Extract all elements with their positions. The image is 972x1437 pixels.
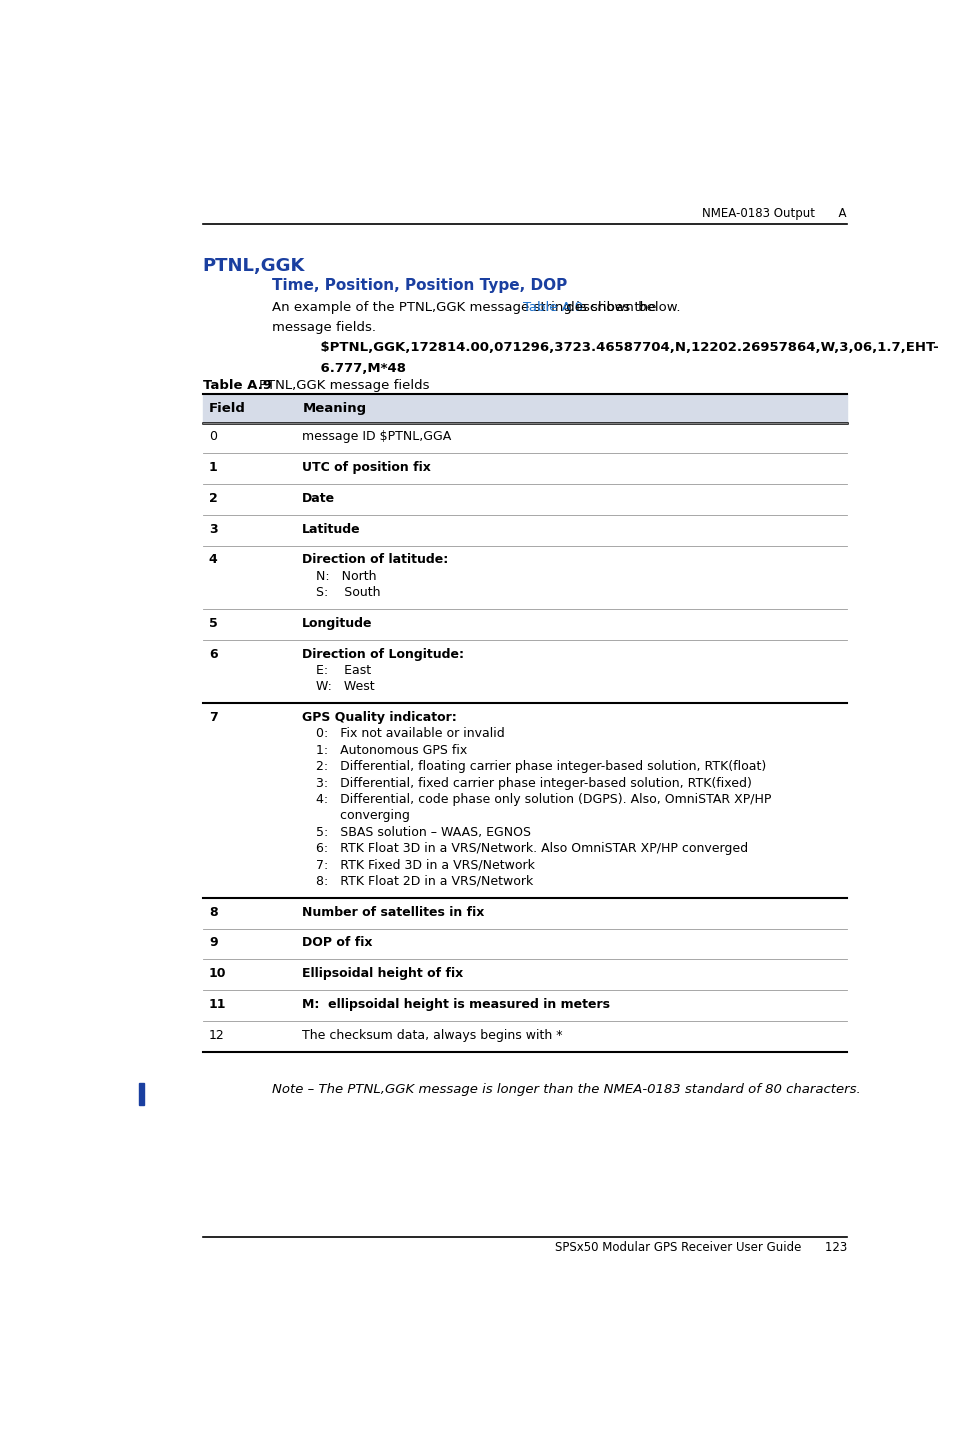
Text: converging: converging bbox=[316, 809, 410, 822]
Text: W:   West: W: West bbox=[316, 680, 374, 693]
Text: DOP of fix: DOP of fix bbox=[302, 937, 373, 950]
Text: Table A.9: Table A.9 bbox=[203, 379, 272, 392]
Text: Latitude: Latitude bbox=[302, 523, 361, 536]
Text: GPS Quality indicator:: GPS Quality indicator: bbox=[302, 711, 457, 724]
Text: 9: 9 bbox=[209, 937, 218, 950]
Text: 4: 4 bbox=[209, 553, 218, 566]
Text: 0: 0 bbox=[209, 430, 217, 443]
Text: 6:   RTK Float 3D in a VRS/Network. Also OmniSTAR XP/HP converged: 6: RTK Float 3D in a VRS/Network. Also O… bbox=[316, 842, 748, 855]
Text: describes the: describes the bbox=[563, 300, 657, 313]
Text: Direction of Longitude:: Direction of Longitude: bbox=[302, 648, 465, 661]
Text: Direction of latitude:: Direction of latitude: bbox=[302, 553, 448, 566]
Text: 2: 2 bbox=[209, 491, 218, 504]
Text: Time, Position, Position Type, DOP: Time, Position, Position Type, DOP bbox=[272, 277, 568, 293]
Text: 3: 3 bbox=[209, 523, 218, 536]
Text: 6: 6 bbox=[209, 648, 218, 661]
Text: N:   North: N: North bbox=[316, 569, 376, 582]
Text: M:  ellipsoidal height is measured in meters: M: ellipsoidal height is measured in met… bbox=[302, 997, 610, 1010]
Text: 8:   RTK Float 2D in a VRS/Network: 8: RTK Float 2D in a VRS/Network bbox=[316, 875, 533, 888]
Text: 0:   Fix not available or invalid: 0: Fix not available or invalid bbox=[316, 727, 504, 740]
Text: 5:   SBAS solution – WAAS, EGNOS: 5: SBAS solution – WAAS, EGNOS bbox=[316, 826, 531, 839]
Text: UTC of position fix: UTC of position fix bbox=[302, 461, 432, 474]
Text: 12: 12 bbox=[209, 1029, 225, 1042]
Text: 3:   Differential, fixed carrier phase integer-based solution, RTK(fixed): 3: Differential, fixed carrier phase int… bbox=[316, 776, 751, 789]
Text: Note – The PTNL,GGK message is longer than the NMEA-0183 standard of 80 characte: Note – The PTNL,GGK message is longer th… bbox=[272, 1082, 861, 1095]
Text: 11: 11 bbox=[209, 997, 226, 1010]
Text: S:    South: S: South bbox=[316, 586, 380, 599]
Text: Date: Date bbox=[302, 491, 335, 504]
Text: Longitude: Longitude bbox=[302, 616, 373, 629]
Text: 5: 5 bbox=[209, 616, 218, 629]
Text: 10: 10 bbox=[209, 967, 226, 980]
Text: 2:   Differential, floating carrier phase integer-based solution, RTK(float): 2: Differential, floating carrier phase … bbox=[316, 760, 766, 773]
Text: An example of the PTNL,GGK message string is shown below.: An example of the PTNL,GGK message strin… bbox=[272, 300, 685, 313]
Text: message ID $PTNL,GGA: message ID $PTNL,GGA bbox=[302, 430, 452, 443]
Text: PTNL,GGK message fields: PTNL,GGK message fields bbox=[260, 379, 430, 392]
Text: Ellipsoidal height of fix: Ellipsoidal height of fix bbox=[302, 967, 464, 980]
Text: $PTNL,GGK,172814.00,071296,3723.46587704,N,12202.26957864,W,3,06,1.7,EHT-: $PTNL,GGK,172814.00,071296,3723.46587704… bbox=[302, 341, 939, 354]
Text: Number of satellites in fix: Number of satellites in fix bbox=[302, 905, 485, 918]
Text: 7: 7 bbox=[209, 711, 218, 724]
Text: 1: 1 bbox=[209, 461, 218, 474]
Text: 6.777,M*48: 6.777,M*48 bbox=[302, 362, 406, 375]
Text: message fields.: message fields. bbox=[272, 320, 376, 333]
Bar bbox=[203, 394, 847, 422]
Text: 7:   RTK Fixed 3D in a VRS/Network: 7: RTK Fixed 3D in a VRS/Network bbox=[316, 858, 535, 871]
Text: 4:   Differential, code phase only solution (DGPS). Also, OmniSTAR XP/HP: 4: Differential, code phase only solutio… bbox=[316, 793, 771, 806]
Text: Meaning: Meaning bbox=[302, 401, 366, 415]
Text: SPSx50 Modular GPS Receiver User Guide  123: SPSx50 Modular GPS Receiver User Guide 1… bbox=[555, 1242, 847, 1255]
Text: E:    East: E: East bbox=[316, 664, 371, 677]
Bar bbox=[139, 1082, 144, 1105]
Text: 1:   Autonomous GPS fix: 1: Autonomous GPS fix bbox=[316, 744, 468, 757]
Text: Field: Field bbox=[209, 401, 246, 415]
Text: The checksum data, always begins with *: The checksum data, always begins with * bbox=[302, 1029, 563, 1042]
Text: PTNL,GGK: PTNL,GGK bbox=[203, 257, 305, 274]
Text: 8: 8 bbox=[209, 905, 218, 918]
Text: NMEA-0183 Output  A: NMEA-0183 Output A bbox=[703, 207, 847, 220]
Text: Table A.9: Table A.9 bbox=[523, 300, 583, 313]
